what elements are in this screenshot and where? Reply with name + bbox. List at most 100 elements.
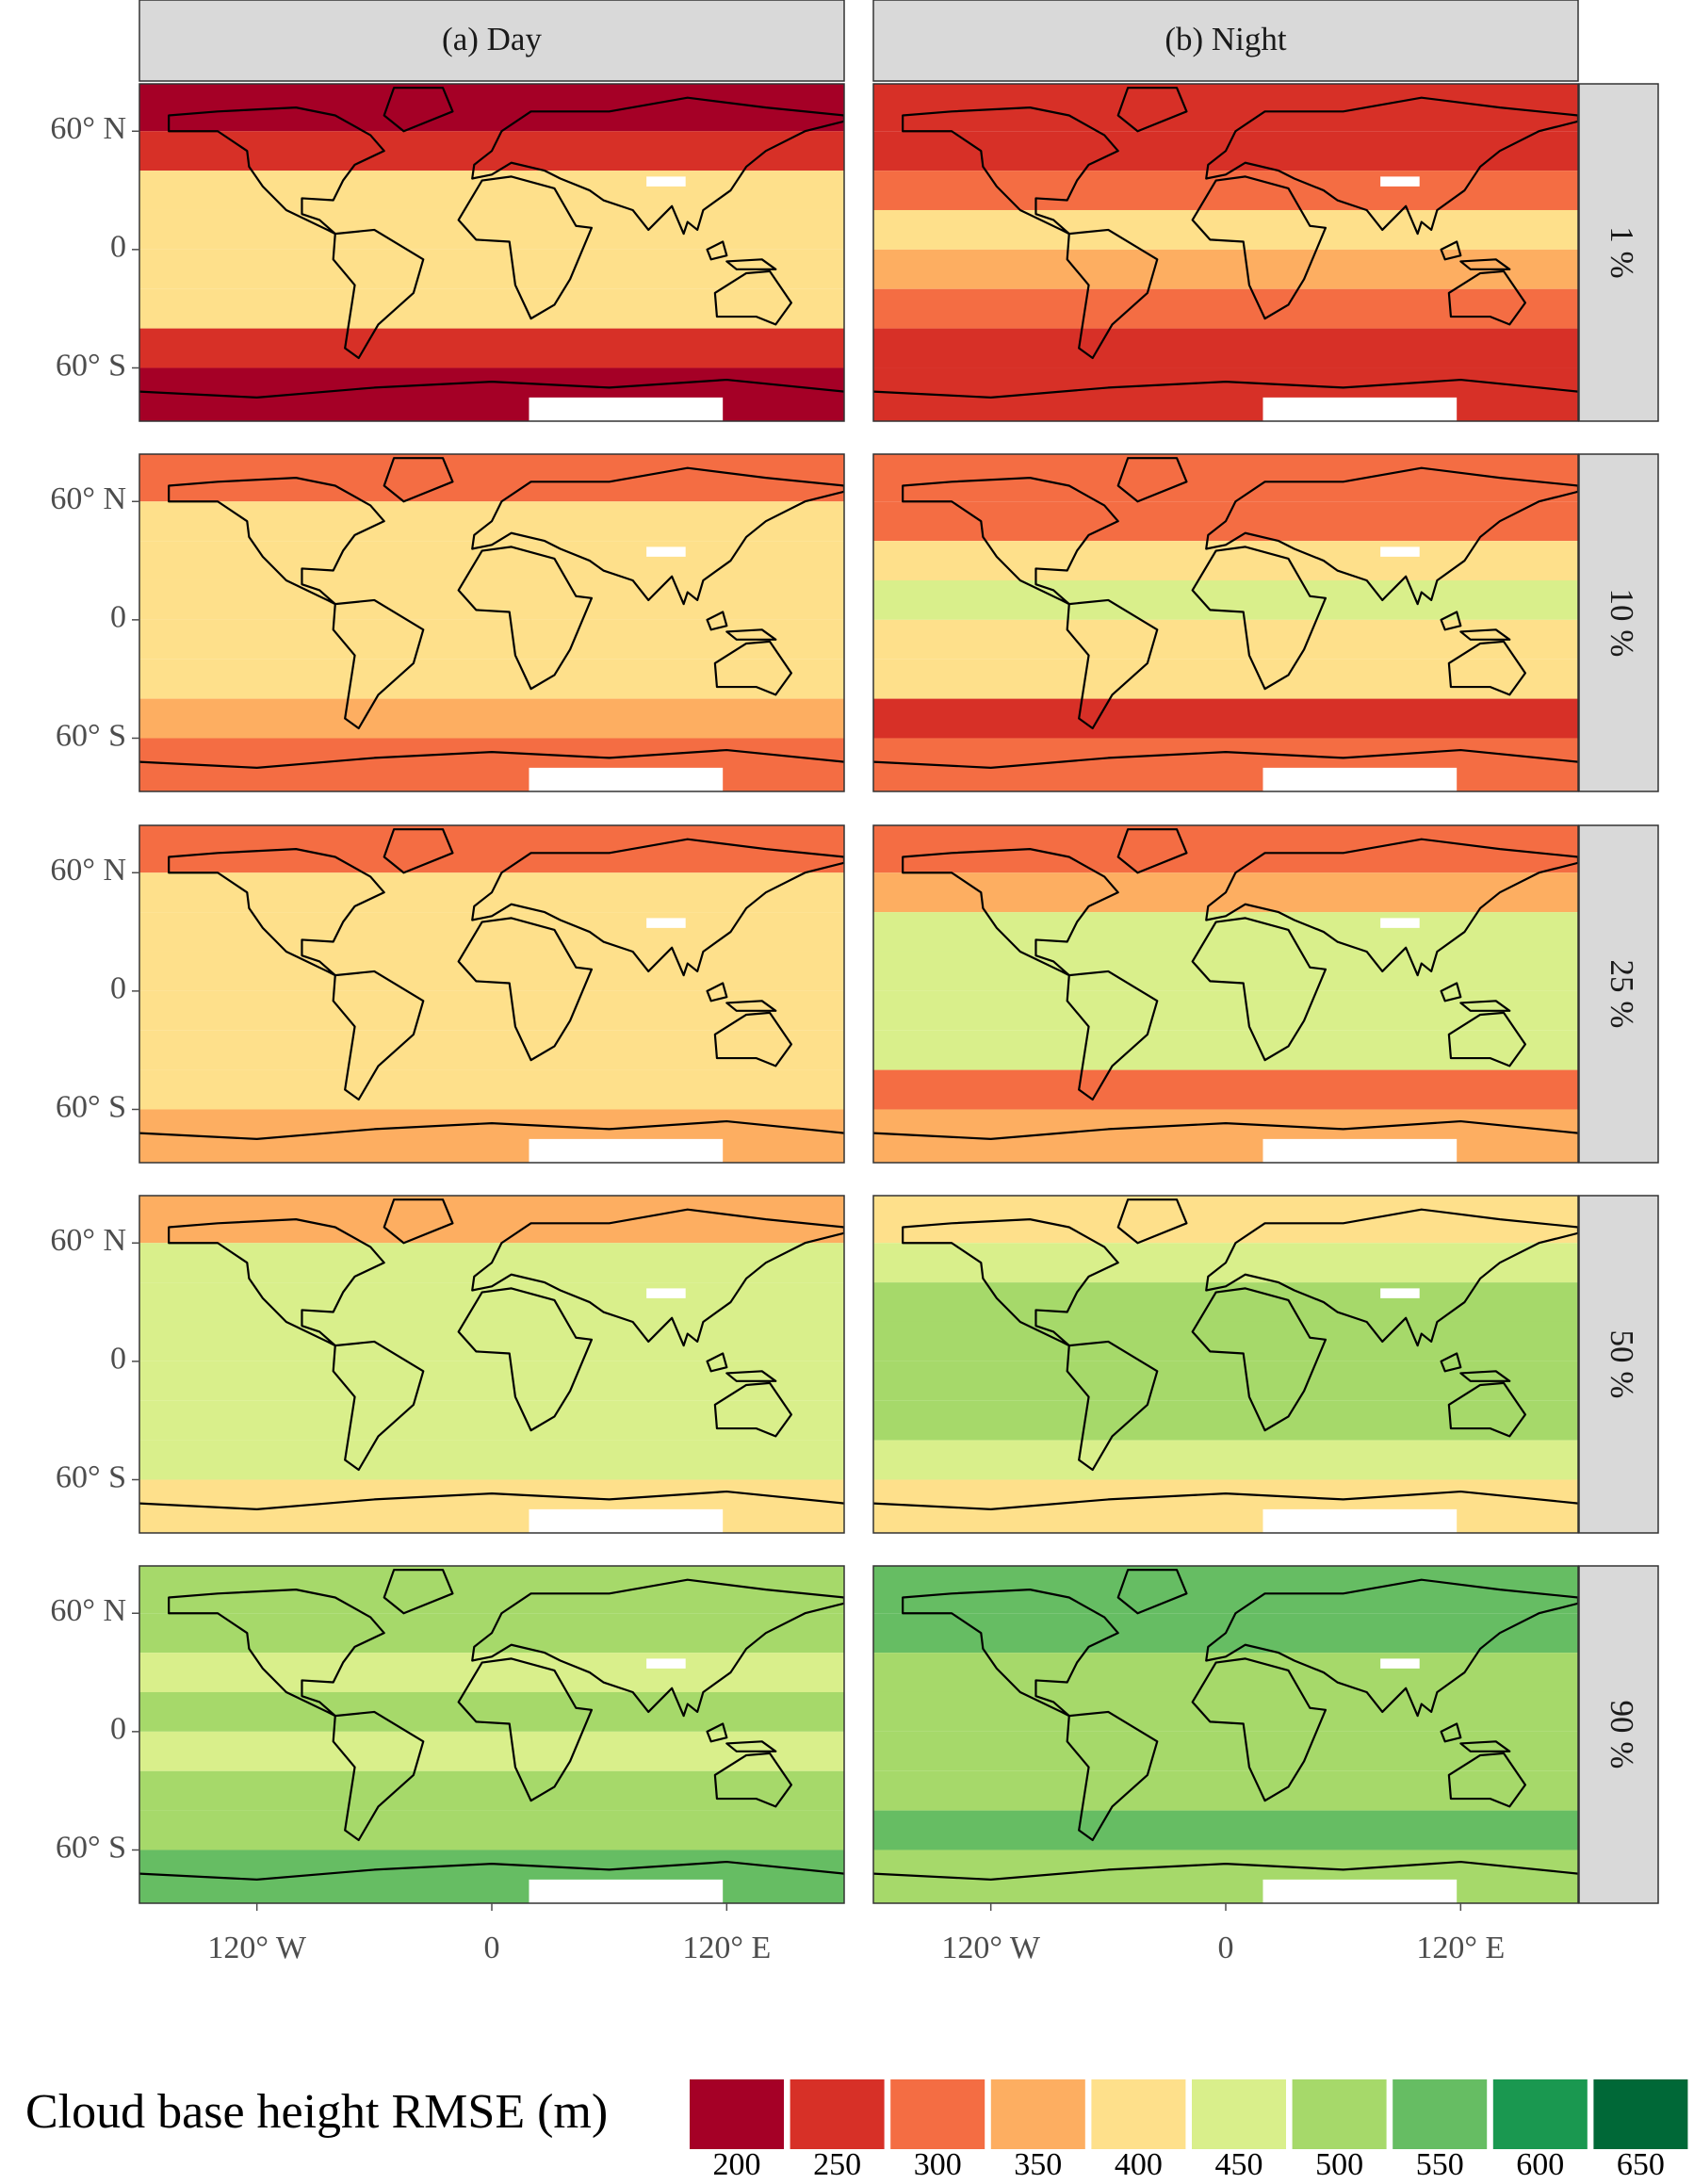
raster-band	[873, 171, 1578, 210]
x-tick-label: 120° W	[941, 1931, 1040, 1965]
raster-band	[139, 209, 844, 250]
raster-band	[873, 1109, 1578, 1163]
x-tick-label: 120° W	[207, 1931, 306, 1965]
raster-band	[139, 328, 844, 368]
raster-band	[139, 1109, 844, 1163]
raster-band	[139, 698, 844, 739]
raster-band	[139, 825, 844, 873]
raster-band	[873, 1069, 1578, 1110]
legend-swatch	[1492, 2079, 1588, 2149]
raster-band	[873, 659, 1578, 699]
legend-label: 550	[1416, 2147, 1464, 2182]
raster-band	[139, 1479, 844, 1533]
raster-band	[873, 328, 1578, 368]
y-tick-label: 60° N	[50, 481, 126, 516]
row-strip	[1578, 83, 1659, 422]
panel-border	[138, 83, 845, 422]
raster-band	[873, 1030, 1578, 1070]
raster-band	[873, 738, 1578, 791]
y-tick-label: 0	[110, 971, 126, 1006]
y-tick-label: 60° N	[50, 1593, 126, 1628]
legend-label: 500	[1315, 2147, 1363, 2182]
raster-band	[139, 1400, 844, 1441]
legend-swatch	[890, 2079, 985, 2149]
panel-border	[138, 453, 845, 792]
raster-band	[873, 1653, 1578, 1692]
raster-band	[139, 1691, 844, 1732]
raster-band	[139, 454, 844, 502]
legend-swatch	[1393, 2079, 1488, 2149]
row-strip	[1578, 1195, 1659, 1534]
y-tick-label: 0	[110, 600, 126, 635]
raster-band	[139, 1282, 844, 1322]
raster-band	[139, 1566, 844, 1614]
raster-band	[873, 1850, 1578, 1903]
raster-band	[873, 541, 1578, 580]
raster-band	[873, 579, 1578, 620]
legend-swatch	[1091, 2079, 1186, 2149]
raster-band	[873, 454, 1578, 502]
legend-label: 300	[914, 2147, 962, 2182]
row-label: 90 %	[1604, 1701, 1640, 1769]
raster-band	[139, 951, 844, 991]
legend-label: 650	[1617, 2147, 1665, 2182]
raster-band	[139, 1653, 844, 1692]
row-strip	[1578, 453, 1659, 792]
raster-band	[139, 171, 844, 210]
y-tick-label: 60° N	[50, 111, 126, 146]
legend-swatch	[690, 2079, 784, 2149]
raster-band	[873, 1770, 1578, 1811]
row-label: 25 %	[1604, 960, 1640, 1029]
y-tick-label: 60° N	[50, 853, 126, 888]
column-strip	[872, 0, 1579, 82]
raster-band	[873, 288, 1578, 329]
raster-band	[139, 1196, 844, 1244]
x-tick-label: 120° E	[1416, 1931, 1505, 1965]
legend-label: 250	[813, 2147, 861, 2182]
raster-band	[873, 1810, 1578, 1850]
raster-band	[873, 1321, 1578, 1361]
raster-band	[873, 825, 1578, 873]
legend-swatch	[790, 2079, 885, 2149]
panel-border	[138, 1195, 845, 1534]
legend-swatch	[990, 2079, 1085, 2149]
row-strip	[1578, 824, 1659, 1164]
raster-band	[139, 288, 844, 329]
raster-band	[873, 912, 1578, 952]
y-tick-label: 0	[110, 1342, 126, 1377]
legend-label: 350	[1014, 2147, 1062, 2182]
column-label: (a) Day	[442, 21, 542, 57]
raster-band	[139, 1030, 844, 1070]
y-tick-label: 60° S	[56, 1459, 126, 1494]
raster-band	[139, 367, 844, 421]
raster-band	[873, 698, 1578, 739]
raster-band	[139, 1069, 844, 1110]
raster-band	[139, 1321, 844, 1361]
raster-band	[873, 1282, 1578, 1322]
panel-border	[872, 83, 1579, 422]
raster-band	[873, 951, 1578, 991]
legend-title: Cloud base height RMSE (m)	[25, 2085, 608, 2139]
panel-border	[872, 1195, 1579, 1534]
x-tick-label: 0	[484, 1931, 500, 1965]
raster-band	[139, 1810, 844, 1850]
raster-band	[139, 738, 844, 791]
column-strip	[138, 0, 845, 82]
panel-border	[138, 824, 845, 1164]
y-tick-label: 60° N	[50, 1223, 126, 1258]
raster-band	[139, 1440, 844, 1480]
panel-border	[872, 453, 1579, 792]
x-tick-label: 0	[1218, 1931, 1234, 1965]
legend-swatch	[1593, 2079, 1688, 2149]
y-tick-label: 60° S	[56, 718, 126, 753]
y-tick-label: 60° S	[56, 1830, 126, 1865]
raster-band	[139, 1850, 844, 1903]
raster-band	[873, 1400, 1578, 1441]
legend-label: 200	[713, 2147, 761, 2182]
legend-label: 600	[1516, 2147, 1564, 2182]
legend-label: 450	[1215, 2147, 1263, 2182]
raster-band	[873, 209, 1578, 250]
raster-band	[139, 84, 844, 132]
raster-band	[139, 1770, 844, 1811]
raster-band	[139, 912, 844, 952]
